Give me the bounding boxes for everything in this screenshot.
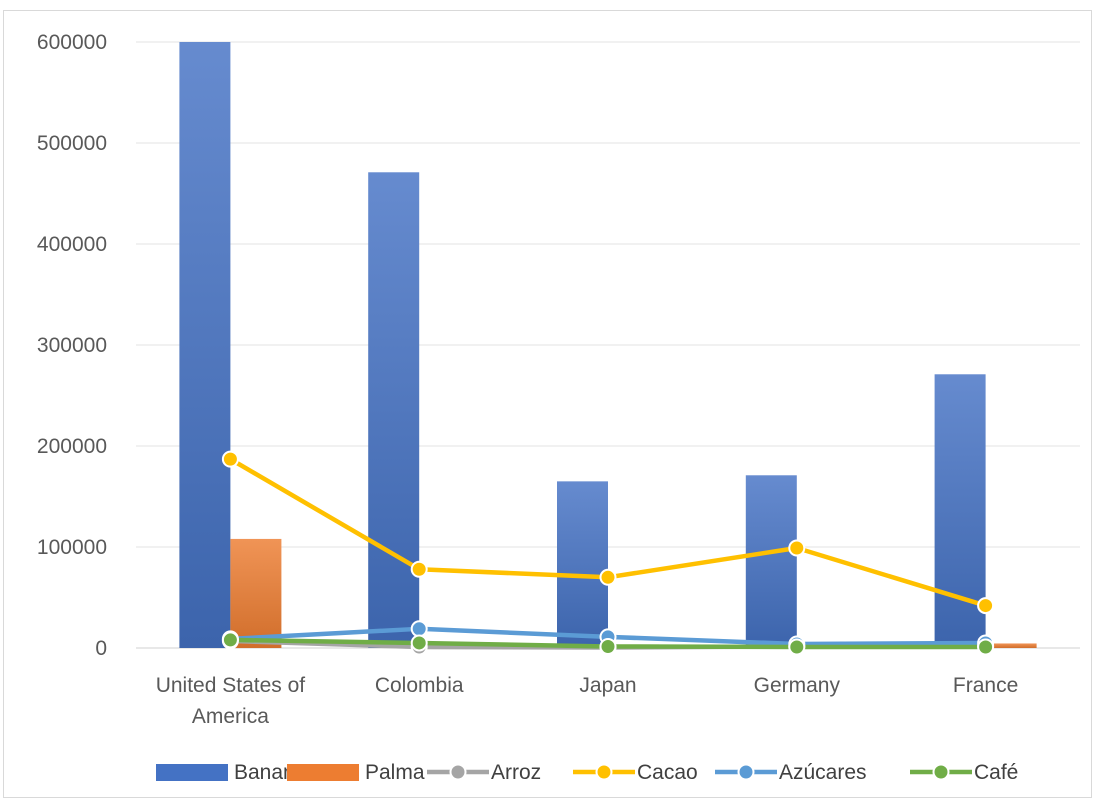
legend-label: Azúcares	[779, 761, 867, 784]
legend-swatch-banano	[156, 764, 228, 781]
x-tick-label: America	[192, 705, 269, 728]
x-axis: United States of America Colombia Japan Germ…	[156, 674, 1019, 728]
bar-palma	[230, 538, 282, 648]
point-cacao	[221, 450, 239, 468]
legend-label: Cacao	[637, 761, 698, 784]
bar-banano	[368, 172, 420, 649]
legend-label: Palma	[365, 761, 425, 784]
point-cafe	[410, 634, 428, 652]
x-tick-label: France	[953, 674, 1018, 697]
point-cafe	[788, 638, 806, 656]
point-cafe	[977, 638, 995, 656]
legend-marker-cacao	[595, 763, 613, 781]
y-tick-label: 200000	[37, 435, 107, 458]
legend-marker-azucares	[737, 763, 755, 781]
y-tick-label: 300000	[37, 334, 107, 357]
x-tick-label: Germany	[754, 674, 841, 697]
legend-label: Café	[974, 761, 1018, 784]
legend-marker-arroz	[449, 763, 467, 781]
point-azucares	[410, 620, 428, 638]
point-cafe	[599, 637, 617, 655]
bar-banano	[179, 42, 231, 648]
point-cacao	[788, 539, 806, 557]
point-cacao	[599, 568, 617, 586]
legend-item-azucares: Azúcares	[715, 761, 867, 784]
bar-banano	[557, 481, 608, 648]
y-tick-label: 500000	[37, 132, 107, 155]
legend-item-cafe: Café	[910, 761, 1018, 784]
legend-marker-cafe	[932, 763, 950, 781]
point-cafe	[221, 631, 239, 649]
y-tick-label: 600000	[37, 31, 107, 54]
legend-item-banano: Banano	[156, 761, 306, 784]
legend-swatch-palma	[287, 764, 359, 781]
series-lines	[221, 450, 995, 656]
legend-item-palma: Palma	[287, 761, 425, 784]
bar-palma	[985, 643, 1037, 648]
legend: Banano Palma Arroz Cacao Azúcares Café	[156, 761, 1018, 784]
y-tick-label: 400000	[37, 233, 107, 256]
x-tick-label: United States of	[156, 674, 306, 697]
y-axis: 0 100000 200000 300000 400000 500000 600000	[37, 31, 107, 660]
y-tick-label: 100000	[37, 536, 107, 559]
legend-item-cacao: Cacao	[573, 761, 698, 784]
x-tick-label: Colombia	[375, 674, 464, 697]
x-tick-label: Japan	[579, 674, 636, 697]
bar-banano	[745, 475, 797, 648]
legend-label: Arroz	[491, 761, 541, 784]
point-cacao	[410, 560, 428, 578]
y-tick-label: 0	[95, 637, 107, 660]
legend-item-arroz: Arroz	[427, 761, 541, 784]
point-cacao	[977, 597, 995, 615]
